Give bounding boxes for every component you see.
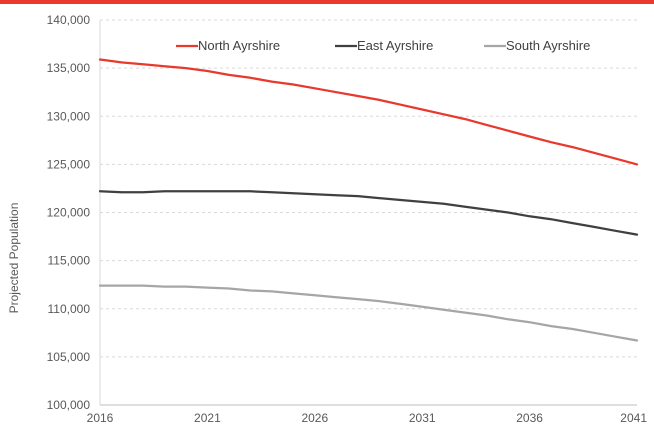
top-accent-bar [0,0,654,4]
x-tick-labels: 2016 2021 2026 2031 2036 2041 [87,411,648,425]
x-tick-label: 2016 [87,411,114,425]
series-line-south-ayrshire [98,284,639,342]
series-line-north-ayrshire [98,58,639,166]
legend-label: East Ayrshire [357,38,433,53]
y-tick-label: 120,000 [47,206,91,220]
y-tick-label: 105,000 [47,350,91,364]
y-tick-label: 100,000 [47,398,91,412]
legend-label: North Ayrshire [198,38,280,53]
legend-item-south-ayrshire: South Ayrshire [484,38,590,53]
legend-item-east-ayrshire: East Ayrshire [335,38,433,53]
legend: North Ayrshire East Ayrshire South Ayrshir… [176,38,590,53]
axes [99,20,637,406]
x-tick-label: 2021 [194,411,221,425]
legend-label: South Ayrshire [506,38,590,53]
y-tick-label: 135,000 [47,61,91,75]
y-tick-label: 140,000 [47,13,91,27]
series-line-east-ayrshire [98,190,639,236]
y-tick-label: 130,000 [47,109,91,123]
y-tick-label: 115,000 [48,254,91,268]
x-tick-label: 2041 [620,411,647,425]
x-tick-label: 2036 [516,411,543,425]
data-series [98,58,639,342]
y-axis-label: Projected Population [7,203,21,314]
x-tick-label: 2031 [409,411,436,425]
legend-item-north-ayrshire: North Ayrshire [176,38,280,53]
y-tick-label: 110,000 [48,302,91,316]
x-tick-label: 2026 [301,411,328,425]
y-tick-labels: 100,000 105,000 110,000 115,000 120,000 125,0… [47,13,91,412]
grid-lines [100,19,637,358]
y-tick-label: 125,000 [47,157,91,171]
